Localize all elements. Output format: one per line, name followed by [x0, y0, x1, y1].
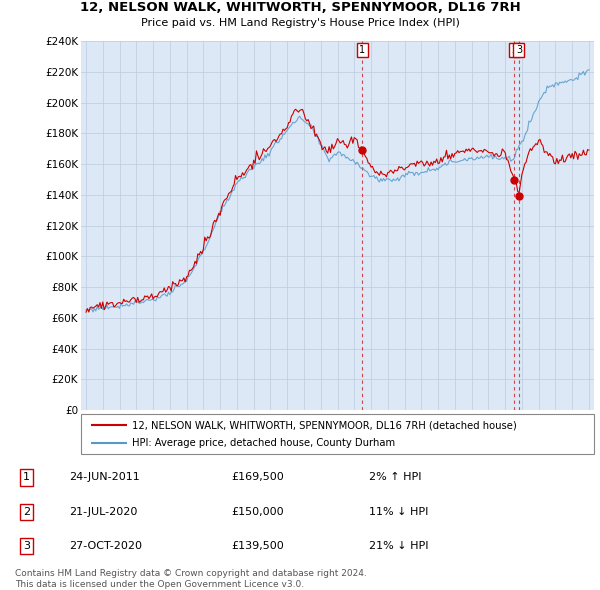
Text: HPI: Average price, detached house, County Durham: HPI: Average price, detached house, Coun… — [133, 438, 395, 448]
Text: 12, NELSON WALK, WHITWORTH, SPENNYMOOR, DL16 7RH (detached house): 12, NELSON WALK, WHITWORTH, SPENNYMOOR, … — [133, 420, 517, 430]
Text: 2: 2 — [511, 45, 517, 55]
Text: Price paid vs. HM Land Registry's House Price Index (HPI): Price paid vs. HM Land Registry's House … — [140, 18, 460, 28]
Text: £169,500: £169,500 — [231, 473, 284, 483]
Text: 21-JUL-2020: 21-JUL-2020 — [70, 507, 138, 517]
Text: 3: 3 — [23, 541, 30, 551]
Text: 1: 1 — [23, 473, 30, 483]
Text: 12, NELSON WALK, WHITWORTH, SPENNYMOOR, DL16 7RH: 12, NELSON WALK, WHITWORTH, SPENNYMOOR, … — [80, 1, 520, 14]
Text: 3: 3 — [516, 45, 522, 55]
Text: 24-JUN-2011: 24-JUN-2011 — [70, 473, 140, 483]
Text: £139,500: £139,500 — [231, 541, 284, 551]
Text: 27-OCT-2020: 27-OCT-2020 — [70, 541, 143, 551]
Text: £150,000: £150,000 — [231, 507, 284, 517]
Text: 1: 1 — [359, 45, 365, 55]
Text: 11% ↓ HPI: 11% ↓ HPI — [369, 507, 428, 517]
Text: 2% ↑ HPI: 2% ↑ HPI — [369, 473, 422, 483]
Text: 2: 2 — [23, 507, 30, 517]
Text: Contains HM Land Registry data © Crown copyright and database right 2024.
This d: Contains HM Land Registry data © Crown c… — [15, 569, 367, 589]
Text: 21% ↓ HPI: 21% ↓ HPI — [369, 541, 428, 551]
